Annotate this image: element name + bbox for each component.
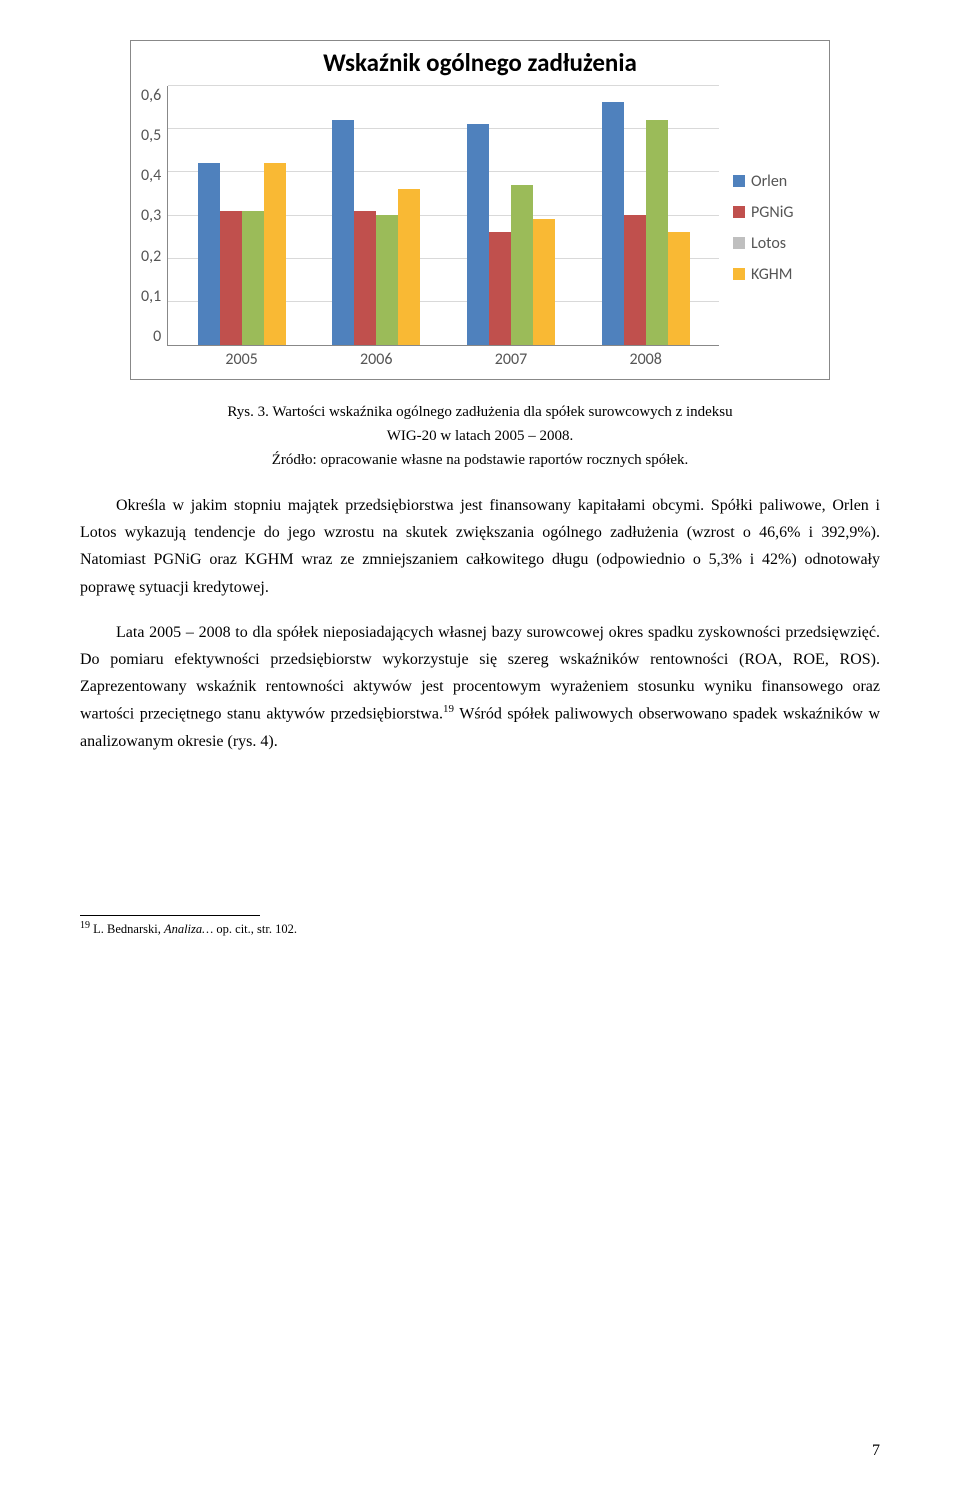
bar [646,120,668,345]
bar [198,163,220,345]
footnote-text-after: op. cit., str. 102. [213,922,297,936]
caption-line3: Źródło: opracowanie własne na podstawie … [272,452,689,468]
body-text: Określa w jakim stopniu majątek przedsię… [80,492,880,755]
x-tick-label: 2005 [174,350,309,369]
y-tick-label: 0,4 [141,166,161,185]
figure-caption: Rys. 3. Wartości wskaźnika ogólnego zadł… [80,400,880,472]
x-tick-label: 2006 [309,350,444,369]
bar [668,232,690,345]
x-axis: 2005200620072008 [167,346,719,369]
y-tick-label: 0,3 [141,206,161,225]
paragraph-2: Lata 2005 – 2008 to dla spółek nieposiad… [80,619,880,755]
bar-group [578,102,713,345]
footnote-ref-19: 19 [443,703,454,715]
plot-area [167,86,719,346]
footnote-text-before: L. Bednarski, [90,922,164,936]
legend-item: PGNiG [733,203,819,222]
legend-label: Orlen [751,172,787,191]
footnote-19: 19 L. Bednarski, Analiza… op. cit., str.… [80,920,880,937]
legend-swatch [733,237,745,249]
x-tick-label: 2008 [578,350,713,369]
legend-label: PGNiG [751,203,793,222]
legend-item: Orlen [733,172,819,191]
legend-label: Lotos [751,234,786,253]
x-tick-label: 2007 [444,350,579,369]
caption-line2: WIG-20 w latach 2005 – 2008. [387,428,574,444]
bar [489,232,511,345]
legend: Orlen PGNiG Lotos KGHM [719,86,819,369]
legend-swatch [733,206,745,218]
footnote-separator [80,915,260,916]
bar [354,211,376,345]
bar-group [174,163,309,345]
page-number: 7 [872,1442,880,1460]
bar [398,189,420,345]
y-tick-label: 0,1 [141,287,161,306]
legend-item: Lotos [733,234,819,253]
chart-body: 0,6 0,5 0,4 0,3 0,2 0,1 0 2005200620072008 Orl… [141,86,819,369]
chart-container: Wskaźnik ogólnego zadłużenia 0,60,50,40,… [130,40,830,380]
legend-item: KGHM [733,265,819,284]
bar [602,102,624,345]
y-axis: 0,6 0,5 0,4 0,3 0,2 0,1 0 [141,86,167,346]
footnote-number: 19 [80,920,90,931]
bar-group [309,120,444,345]
bar [332,120,354,345]
legend-swatch [733,268,745,280]
plot-wrap: 2005200620072008 [167,86,719,369]
footnote-text-italic: Analiza… [164,922,213,936]
bar [533,219,555,345]
bar [376,215,398,345]
bar [242,211,264,345]
y-tick-label: 0 [141,327,161,346]
legend-label: KGHM [751,265,792,284]
paragraph-1: Określa w jakim stopniu majątek przedsię… [80,492,880,601]
chart-title: Wskaźnik ogólnego zadłużenia [141,47,819,78]
y-tick-label: 0,5 [141,126,161,145]
bar [511,185,533,345]
legend-swatch [733,175,745,187]
y-tick-label: 0,2 [141,247,161,266]
bar [624,215,646,345]
bar [264,163,286,345]
caption-line1: Rys. 3. Wartości wskaźnika ogólnego zadł… [227,404,732,420]
bar-group [444,124,579,345]
y-tick-label: 0,6 [141,86,161,105]
bar [467,124,489,345]
bar [220,211,242,345]
